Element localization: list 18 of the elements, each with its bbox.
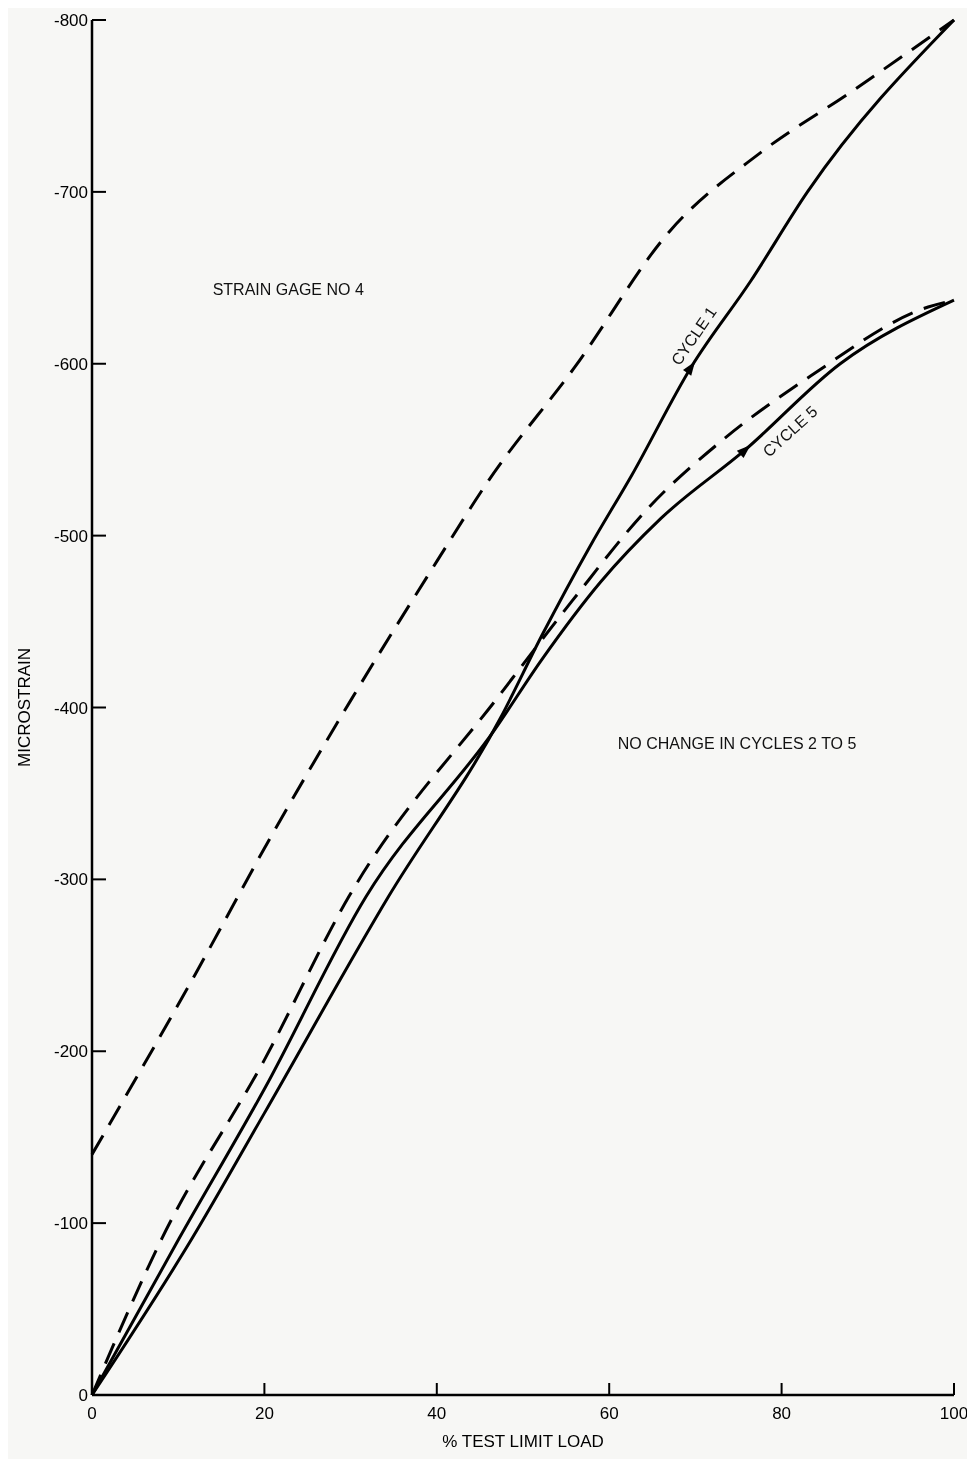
y-tick-label: -800 xyxy=(53,11,88,30)
y-tick-label: 0 xyxy=(78,1386,88,1405)
y-axis-title: MICROSTRAIN xyxy=(15,648,34,767)
y-tick-label: -200 xyxy=(53,1042,88,1062)
x-tick-label: 60 xyxy=(599,1404,619,1423)
x-tick-label: 40 xyxy=(427,1404,447,1423)
y-tick-label: -100 xyxy=(53,1214,88,1234)
y-tick-label: -400 xyxy=(53,698,88,718)
x-tick-label: 80 xyxy=(772,1404,792,1423)
x-tick-label: 20 xyxy=(254,1404,274,1423)
x-axis-title: % TEST LIMIT LOAD xyxy=(442,1432,604,1451)
annotation: STRAIN GAGE NO 4 xyxy=(212,281,364,298)
y-tick-label: -600 xyxy=(53,354,88,374)
annotation: NO CHANGE IN CYCLES 2 TO 5 xyxy=(617,734,857,752)
y-tick-label: -700 xyxy=(53,182,88,202)
y-tick-label: -500 xyxy=(53,526,88,546)
y-tick-label: -300 xyxy=(53,870,88,890)
x-tick-label: 100 xyxy=(939,1404,969,1423)
